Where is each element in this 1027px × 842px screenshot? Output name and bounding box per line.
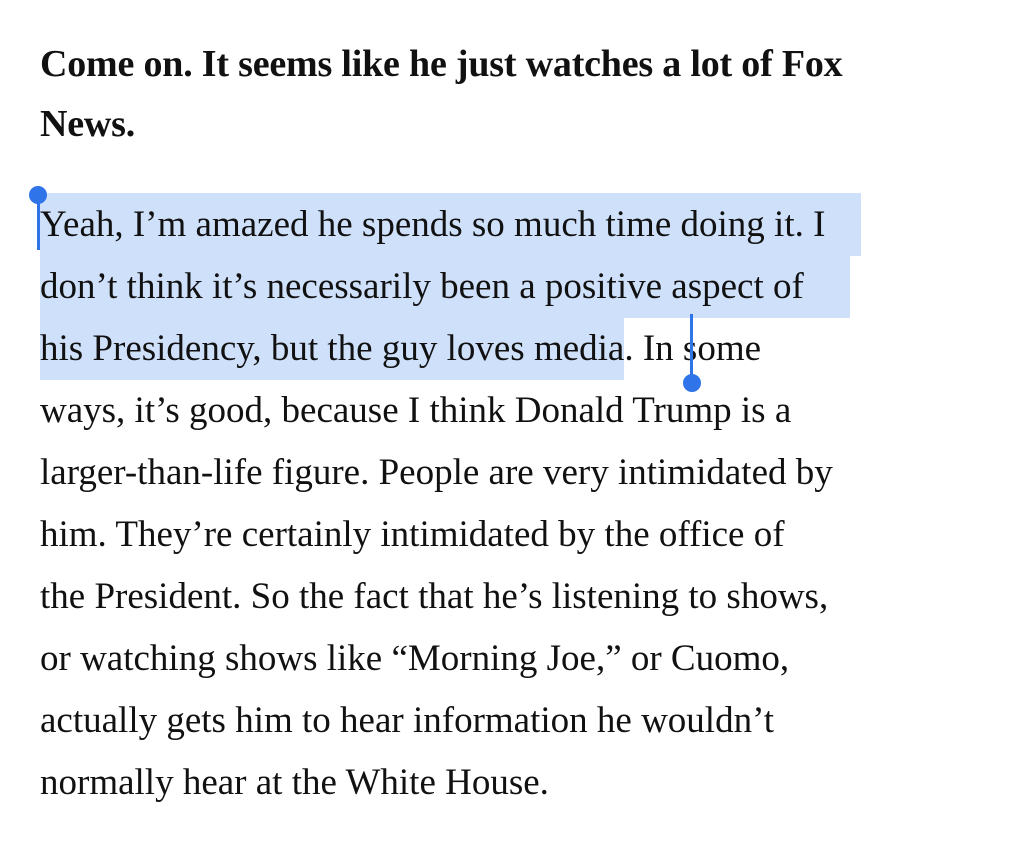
- answer-line: larger-than-life figure. People are very…: [40, 452, 833, 493]
- answer-line: don’t think it’s necessarily been a posi…: [40, 255, 1000, 318]
- selected-text[interactable]: his Presidency, but the guy loves media: [40, 317, 625, 380]
- answer-line: Yeah, I’m amazed he spends so much time …: [40, 193, 1000, 256]
- answer-line: or watching shows like “Morning Joe,” or…: [40, 638, 790, 679]
- answer-line: ways, it’s good, because I think Donald …: [40, 390, 792, 431]
- selection-start-caret: [37, 202, 40, 250]
- selected-text[interactable]: Yeah, I’m amazed he spends so much time …: [40, 193, 862, 256]
- answer-line: normally hear at the White House.: [40, 762, 549, 803]
- question-line-2: News.: [40, 103, 136, 145]
- answer-line: actually gets him to hear information he…: [40, 700, 775, 741]
- answer-line: the President. So the fact that he’s lis…: [40, 576, 829, 617]
- question-line-1: Come on. It seems like he just watches a…: [40, 43, 843, 85]
- answer-line: him. They’re certainly intimidated by th…: [40, 514, 785, 555]
- answer-paragraph[interactable]: Yeah, I’m amazed he spends so much time …: [40, 193, 1000, 814]
- answer-line: his Presidency, but the guy loves media.…: [40, 317, 1000, 380]
- selected-text[interactable]: don’t think it’s necessarily been a posi…: [40, 255, 850, 318]
- selection-end-handle-icon[interactable]: [683, 374, 701, 392]
- selection-end-caret: [690, 314, 693, 376]
- question-heading: Come on. It seems like he just watches a…: [40, 34, 1000, 154]
- selection-start-handle-icon[interactable]: [29, 186, 47, 204]
